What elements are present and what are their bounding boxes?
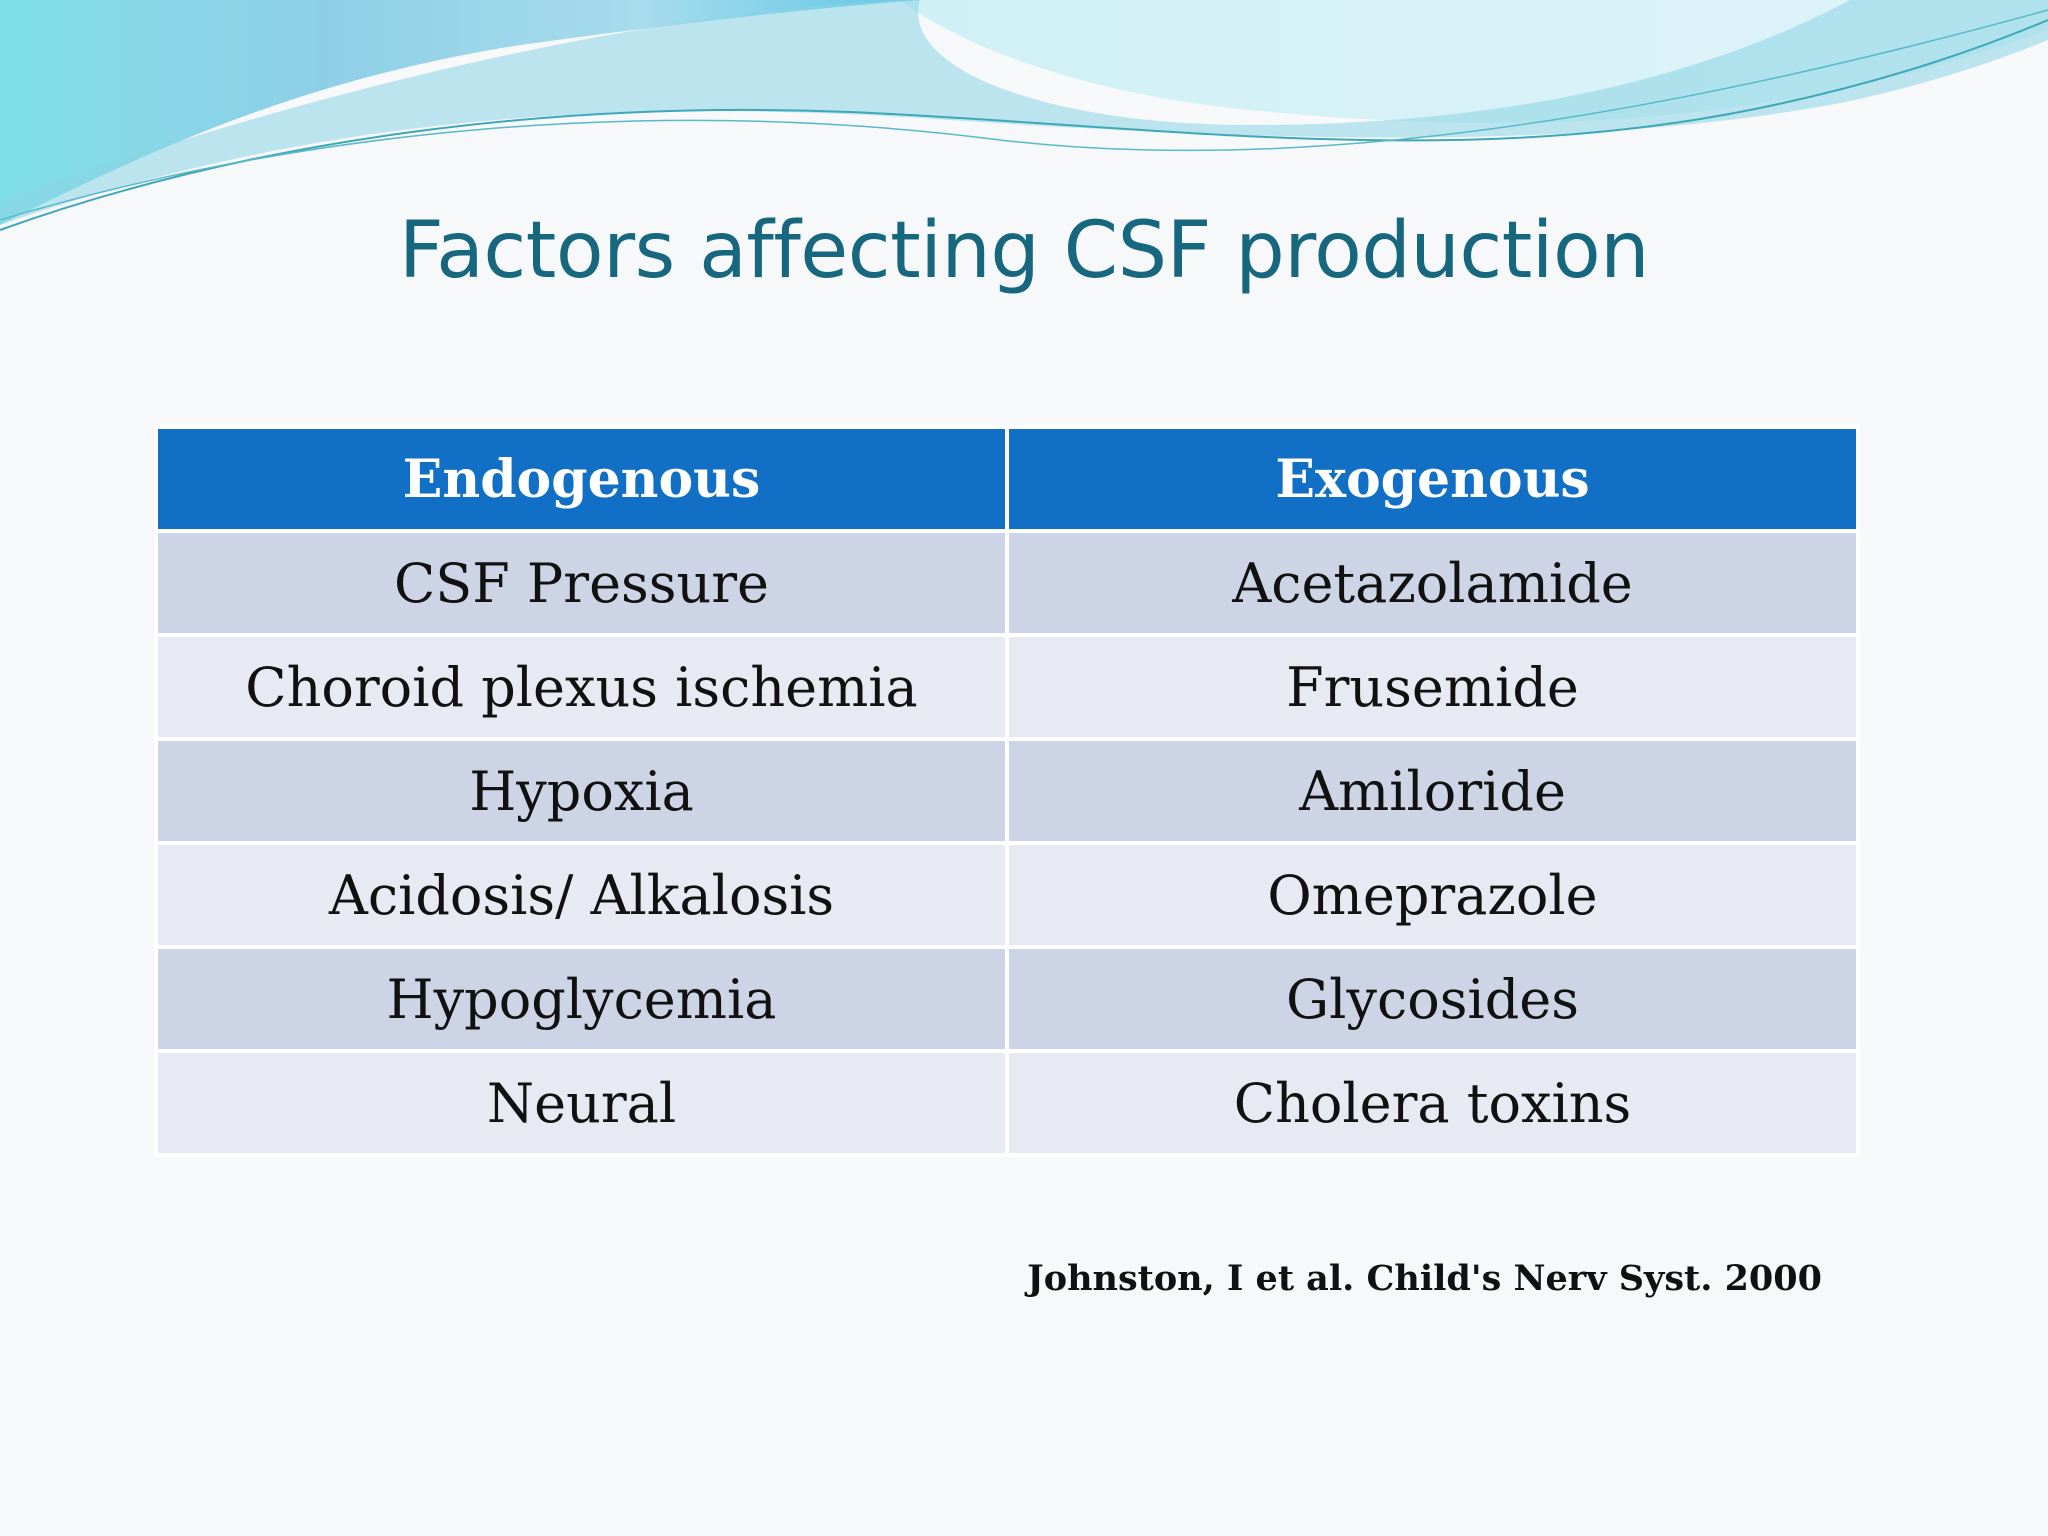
endogenous-cell: Hypoxia xyxy=(154,737,1009,845)
slide-title: Factors affecting CSF production xyxy=(398,206,1650,296)
endogenous-cell: Hypoglycemia xyxy=(154,945,1009,1053)
table-row: Choroid plexus ischemia Frusemide xyxy=(154,633,1860,741)
column-header-endogenous: Endogenous xyxy=(154,425,1009,533)
decorative-wave-banner xyxy=(0,0,2048,231)
citation: Johnston, I et al. Child's Nerv Syst. 20… xyxy=(1027,1258,1822,1299)
endogenous-cell: Acidosis/ Alkalosis xyxy=(154,841,1009,949)
exogenous-cell: Cholera toxins xyxy=(1005,1049,1860,1157)
factors-table: Endogenous Exogenous CSF Pressure Acetaz… xyxy=(154,425,1860,1157)
exogenous-cell: Frusemide xyxy=(1005,633,1860,741)
table-row: Acidosis/ Alkalosis Omeprazole xyxy=(154,841,1860,949)
table-row: CSF Pressure Acetazolamide xyxy=(154,529,1860,637)
table-row: Hypoglycemia Glycosides xyxy=(154,945,1860,1053)
table-row: Hypoxia Amiloride xyxy=(154,737,1860,845)
endogenous-cell: CSF Pressure xyxy=(154,529,1009,637)
exogenous-cell: Glycosides xyxy=(1005,945,1860,1053)
column-header-exogenous: Exogenous xyxy=(1005,425,1860,533)
table-row: Neural Cholera toxins xyxy=(154,1049,1860,1157)
table-header-row: Endogenous Exogenous xyxy=(154,425,1860,533)
exogenous-cell: Amiloride xyxy=(1005,737,1860,845)
endogenous-cell: Choroid plexus ischemia xyxy=(154,633,1009,741)
exogenous-cell: Acetazolamide xyxy=(1005,529,1860,637)
exogenous-cell: Omeprazole xyxy=(1005,841,1860,949)
endogenous-cell: Neural xyxy=(154,1049,1009,1157)
